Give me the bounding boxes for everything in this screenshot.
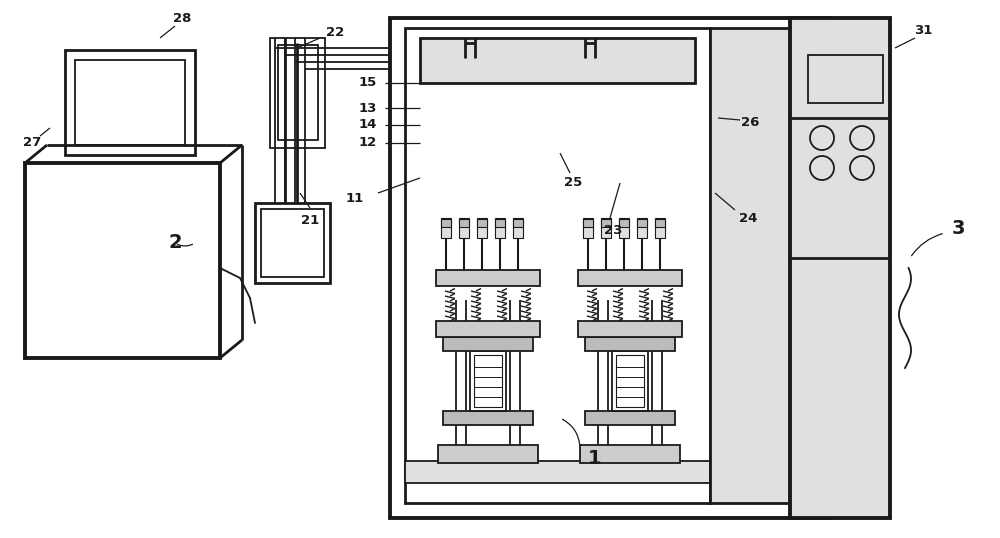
Bar bbox=[619, 219, 629, 227]
Bar bbox=[436, 270, 540, 286]
Bar bbox=[65, 50, 195, 155]
Bar bbox=[270, 38, 325, 148]
Bar bbox=[637, 218, 647, 238]
Text: 14: 14 bbox=[359, 118, 377, 131]
Text: 3: 3 bbox=[951, 218, 965, 237]
Bar bbox=[459, 218, 469, 238]
Bar bbox=[441, 219, 451, 227]
Bar bbox=[616, 355, 644, 407]
Text: 28: 28 bbox=[173, 11, 191, 25]
Bar bbox=[477, 219, 487, 227]
Bar bbox=[578, 321, 682, 337]
Text: 26: 26 bbox=[741, 117, 759, 130]
Bar bbox=[390, 18, 830, 518]
Bar bbox=[470, 351, 506, 411]
Bar bbox=[261, 209, 324, 277]
Bar bbox=[443, 411, 533, 425]
Bar bbox=[420, 38, 695, 83]
Text: 13: 13 bbox=[359, 102, 377, 115]
Bar bbox=[655, 219, 665, 227]
Bar bbox=[578, 270, 682, 286]
Bar bbox=[601, 218, 611, 238]
Bar bbox=[405, 28, 710, 503]
Bar bbox=[25, 163, 220, 358]
Bar bbox=[495, 218, 505, 238]
Text: 2: 2 bbox=[168, 233, 182, 252]
Bar bbox=[655, 218, 665, 238]
Bar bbox=[585, 411, 675, 425]
Bar bbox=[438, 445, 538, 463]
Bar bbox=[405, 461, 710, 483]
Bar bbox=[474, 355, 502, 407]
Text: 12: 12 bbox=[359, 137, 377, 150]
Text: 15: 15 bbox=[359, 76, 377, 89]
Bar bbox=[585, 337, 675, 351]
Bar bbox=[75, 60, 185, 145]
Bar bbox=[477, 218, 487, 238]
Bar bbox=[441, 218, 451, 238]
Bar bbox=[601, 219, 611, 227]
Bar bbox=[495, 219, 505, 227]
Text: 31: 31 bbox=[914, 24, 932, 37]
Bar bbox=[255, 203, 330, 283]
Text: 24: 24 bbox=[739, 211, 757, 224]
Text: 22: 22 bbox=[326, 26, 344, 39]
Bar bbox=[459, 219, 469, 227]
Bar bbox=[513, 218, 523, 238]
Text: 27: 27 bbox=[23, 137, 41, 150]
Bar bbox=[619, 218, 629, 238]
Bar bbox=[443, 337, 533, 351]
Bar bbox=[790, 18, 890, 518]
Bar bbox=[583, 218, 593, 238]
Bar bbox=[513, 219, 523, 227]
Bar bbox=[637, 219, 647, 227]
Text: 23: 23 bbox=[604, 223, 622, 237]
Bar bbox=[710, 28, 790, 503]
Bar bbox=[808, 55, 883, 103]
Text: 1: 1 bbox=[588, 449, 602, 468]
Bar bbox=[436, 321, 540, 337]
Bar bbox=[583, 219, 593, 227]
Bar bbox=[612, 351, 648, 411]
Bar bbox=[278, 45, 318, 140]
Text: 25: 25 bbox=[564, 176, 582, 189]
Text: 21: 21 bbox=[301, 214, 319, 226]
Text: 11: 11 bbox=[346, 192, 364, 204]
Bar bbox=[580, 445, 680, 463]
